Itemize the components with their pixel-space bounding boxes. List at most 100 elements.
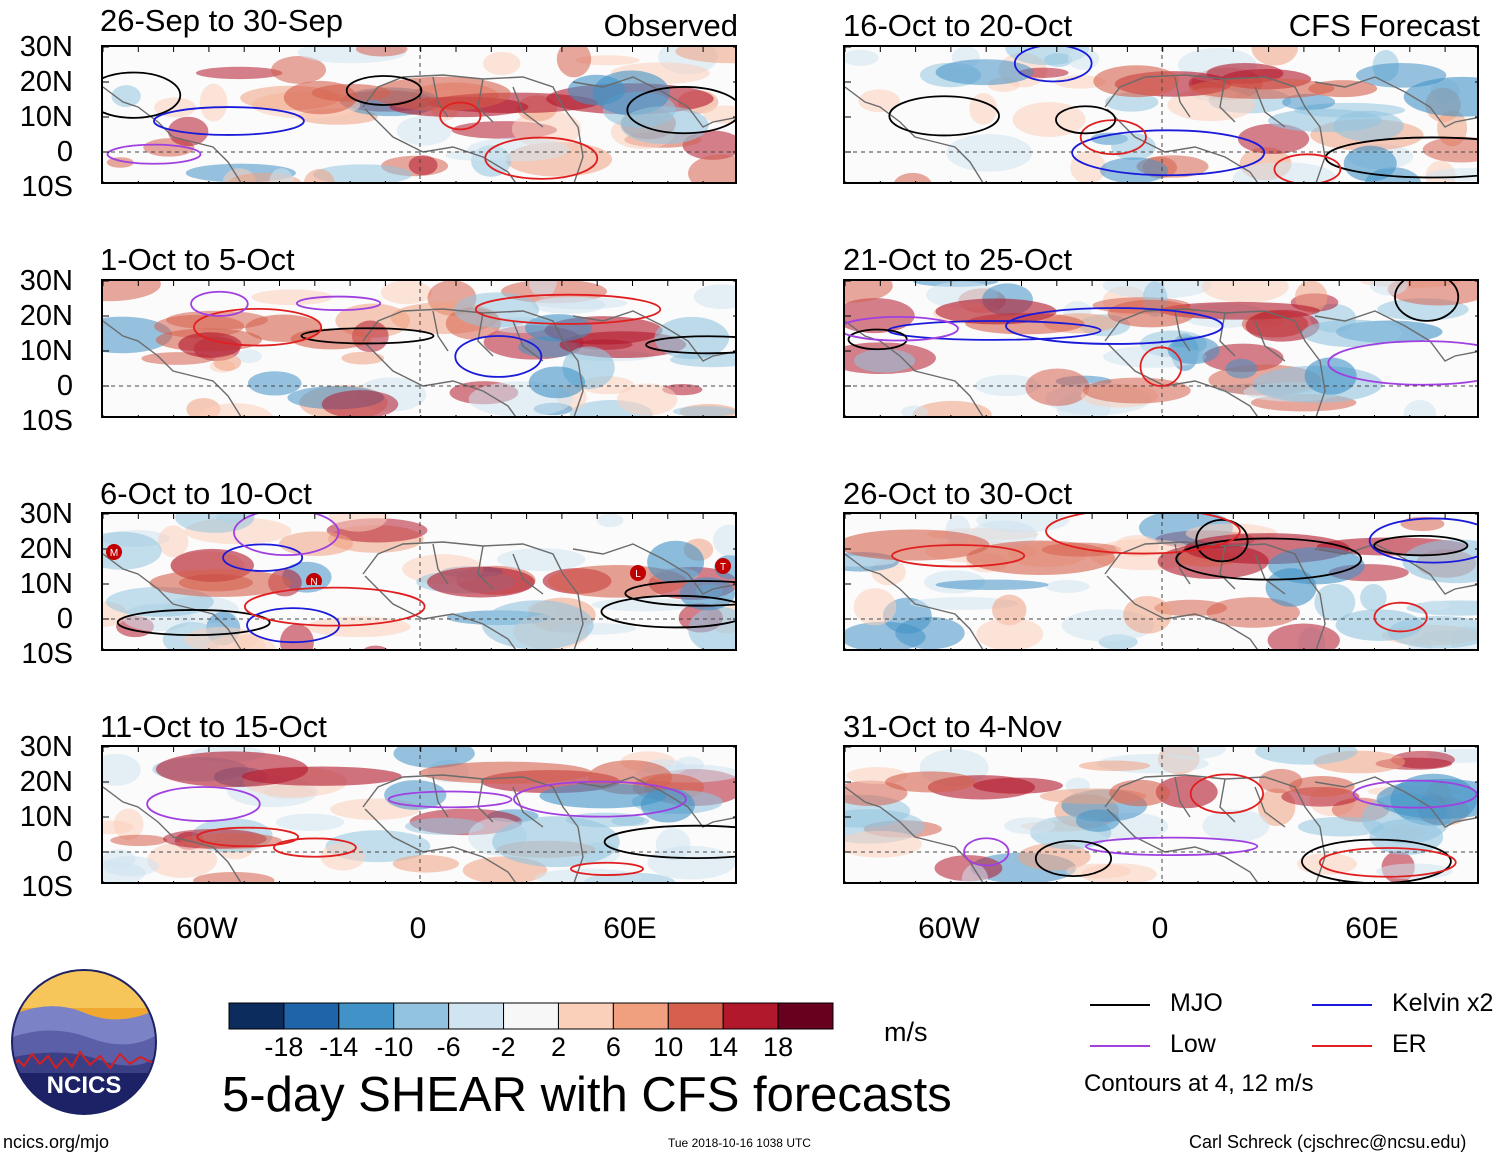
frame-ticks <box>845 747 1477 882</box>
colorbar-tick-label: 6 <box>605 1032 621 1062</box>
storm-marker: T <box>715 558 731 574</box>
svg-text:L: L <box>635 569 641 580</box>
lat-tick: 0 <box>56 836 73 868</box>
figure-title: 5-day SHEAR with CFS forecasts <box>222 1068 952 1122</box>
ncics-logo: NCICS <box>11 969 157 1115</box>
lat-tick: 10S <box>21 638 73 670</box>
colorbar-swatch <box>777 1002 834 1030</box>
coastlines <box>845 308 1477 416</box>
author: Carl Schreck (cjschrec@ncsu.edu) <box>1189 1132 1467 1152</box>
frame-ticks <box>103 514 735 649</box>
lat-tick: 30N <box>19 498 73 530</box>
lon-tick: 0 <box>1151 912 1169 945</box>
colorbar-swatch <box>722 1002 779 1030</box>
coastlines <box>103 308 735 416</box>
frame-ticks <box>845 514 1477 649</box>
lat-tick: 20N <box>19 66 73 98</box>
panel-title-4: 11-Oct to 15-Oct <box>100 709 327 744</box>
svg-text:N: N <box>310 577 317 585</box>
colorbar-tick-label: 14 <box>708 1032 739 1062</box>
frame-ticks <box>103 747 735 882</box>
coastlines <box>103 74 735 182</box>
colorbar <box>228 1002 834 1030</box>
lon-tick: 60E <box>603 912 657 945</box>
storm-marker: L <box>630 565 646 581</box>
frame-ticks <box>845 281 1477 416</box>
colorbar-swatch <box>393 1002 450 1030</box>
map-panel-obs-4 <box>101 745 737 884</box>
map-panel-obs-2 <box>101 279 737 418</box>
lat-tick: 10N <box>19 101 73 133</box>
svg-text:M: M <box>110 548 118 559</box>
map-panel-fcst-3 <box>843 512 1479 651</box>
legend-low-line <box>1090 1045 1150 1047</box>
lat-tick: 0 <box>56 370 73 402</box>
lat-tick: 10N <box>19 568 73 600</box>
colorbar-tick-label: -6 <box>436 1032 461 1062</box>
legend-low-label: Low <box>1170 1030 1216 1058</box>
map-panel-obs-3 <box>101 512 737 651</box>
colorbar-swatch <box>612 1002 669 1030</box>
lat-tick: 10N <box>19 801 73 833</box>
map-panel-fcst-4 <box>843 745 1479 884</box>
colorbar-swatch <box>228 1002 285 1030</box>
colorbar-swatch <box>283 1002 340 1030</box>
lat-tick: 10N <box>19 335 73 367</box>
lon-tick: 0 <box>409 912 427 945</box>
site-url: ncics.org/mjo <box>3 1132 110 1152</box>
lon-tick: 60W <box>918 912 980 945</box>
lat-tick: 10S <box>21 171 73 203</box>
frame-ticks <box>103 47 735 182</box>
lat-tick: 20N <box>19 533 73 565</box>
panel-title-8: 31-Oct to 4-Nov <box>843 709 1062 744</box>
legend-er-line <box>1312 1045 1372 1047</box>
lat-tick: 20N <box>19 300 73 332</box>
map-panel-obs-1 <box>101 45 737 184</box>
lat-tick: 30N <box>19 31 73 63</box>
svg-text:T: T <box>720 562 726 573</box>
legend-mjo-label: MJO <box>1170 989 1223 1017</box>
legend-kelvin-line <box>1312 1004 1372 1006</box>
lat-tick: 30N <box>19 731 73 763</box>
wave-contours <box>845 281 1477 387</box>
lon-tick: 60W <box>176 912 238 945</box>
wave-contours <box>888 47 1477 182</box>
lat-tick: 20N <box>19 766 73 798</box>
storm-marker: N <box>306 573 322 585</box>
panel-title-2: 1-Oct to 5-Oct <box>100 242 295 277</box>
wave-contours <box>146 780 735 876</box>
lon-tick: 60E <box>1345 912 1399 945</box>
observed-label: Observed <box>603 8 738 43</box>
colorbar-swatch <box>448 1002 505 1030</box>
shear-shading <box>106 47 735 182</box>
shear-shading <box>845 47 1477 182</box>
colorbar-tick-label: -14 <box>319 1032 359 1062</box>
colorbar-tick-label: -10 <box>374 1032 414 1062</box>
panel-title-6: 21-Oct to 25-Oct <box>843 242 1073 277</box>
coastlines <box>103 774 735 882</box>
frame-ticks <box>845 47 1477 182</box>
timestamp: Tue 2018-10-16 1038 UTC <box>668 1136 811 1150</box>
colorbar-tick-label: -18 <box>264 1032 304 1062</box>
wave-contours <box>891 514 1477 633</box>
shear-shading <box>103 281 735 416</box>
legend-er-label: ER <box>1392 1030 1427 1058</box>
legend-kelvin-label: Kelvin x2 <box>1392 989 1494 1017</box>
map-panel-fcst-2 <box>843 279 1479 418</box>
lat-tick: 10S <box>21 871 73 903</box>
colorbar-unit: m/s <box>884 1017 928 1047</box>
coastlines <box>103 541 735 649</box>
shear-shading <box>845 514 1477 649</box>
colorbar-swatch <box>503 1002 559 1030</box>
shear-shading <box>845 747 1477 882</box>
panel-title-7: 26-Oct to 30-Oct <box>843 476 1073 511</box>
wave-contours <box>103 71 735 180</box>
lat-tick: 0 <box>56 603 73 635</box>
wave-contours <box>963 773 1477 882</box>
lat-tick: 30N <box>19 265 73 297</box>
colorbar-swatch <box>557 1002 614 1030</box>
shear-shading <box>845 281 1477 416</box>
map-panel-fcst-1 <box>843 45 1479 184</box>
storm-markers: M N L T <box>106 544 731 585</box>
colorbar-tick-label: 10 <box>653 1032 684 1062</box>
